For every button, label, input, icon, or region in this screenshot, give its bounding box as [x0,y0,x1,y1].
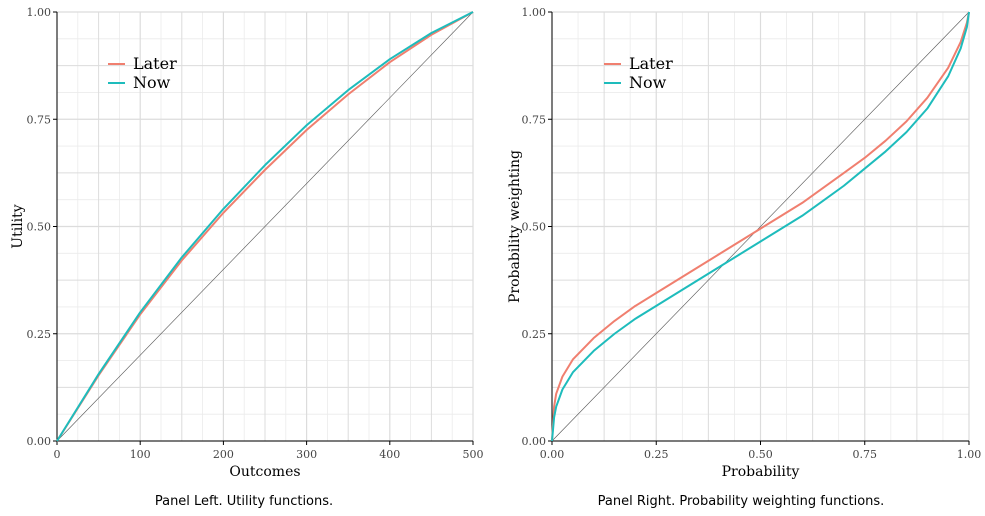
x-tick-label: 300 [296,448,317,461]
identity-diagonal-line [56,11,474,442]
x-tick-label: 400 [379,448,400,461]
panel-caption: Panel Left. Utility functions. [155,494,333,509]
series-line-later [56,11,474,442]
y-tick-label: 0.75 [522,113,547,126]
legend-label-later: Later [133,54,177,73]
y-axis-title: Probability weighting [507,150,523,303]
x-tick-label: 0 [54,448,61,461]
legend-label-now: Now [629,73,667,92]
identity-diagonal-line [551,11,970,442]
series-line-now [551,11,970,442]
x-tick-label: 100 [130,448,151,461]
y-tick-label: 0.50 [522,221,547,234]
y-tick-label: 1.00 [27,6,52,19]
series-line-now [56,11,474,442]
y-axis-title: Utility [10,204,26,248]
x-tick-label: 1.00 [957,448,982,461]
utility-panel: 0 100 200 300 400 500 0.00 0.25 0.50 0.75 1.00 Late… [10,6,484,509]
y-tick-label: 0.25 [27,328,52,341]
y-tick-label: 1.00 [522,6,547,19]
y-tick-label: 0.00 [27,435,52,448]
y-tick-label: 0.00 [522,435,547,448]
x-tick-label: 0.00 [540,448,565,461]
x-axis-title: Probability [722,464,800,480]
x-tick-label: 500 [463,448,484,461]
x-axis-title: Outcomes [229,464,300,480]
x-tick-label: 200 [213,448,234,461]
x-tick-label: 0.75 [853,448,878,461]
legend-label-later: Later [629,54,673,73]
y-tick-label: 0.75 [27,113,52,126]
y-tick-label: 0.25 [522,328,547,341]
y-tick-label: 0.50 [27,221,52,234]
x-tick-label: 0.25 [644,448,669,461]
probability-weighting-panel: 0.00 0.25 0.50 0.75 1.00 0.00 0.25 0.50 0.75 1.00… [507,6,981,509]
x-tick-label: 0.50 [748,448,773,461]
legend-label-now: Now [133,73,171,92]
series-line-later [551,11,970,442]
panel-caption: Panel Right. Probability weighting funct… [598,494,885,509]
